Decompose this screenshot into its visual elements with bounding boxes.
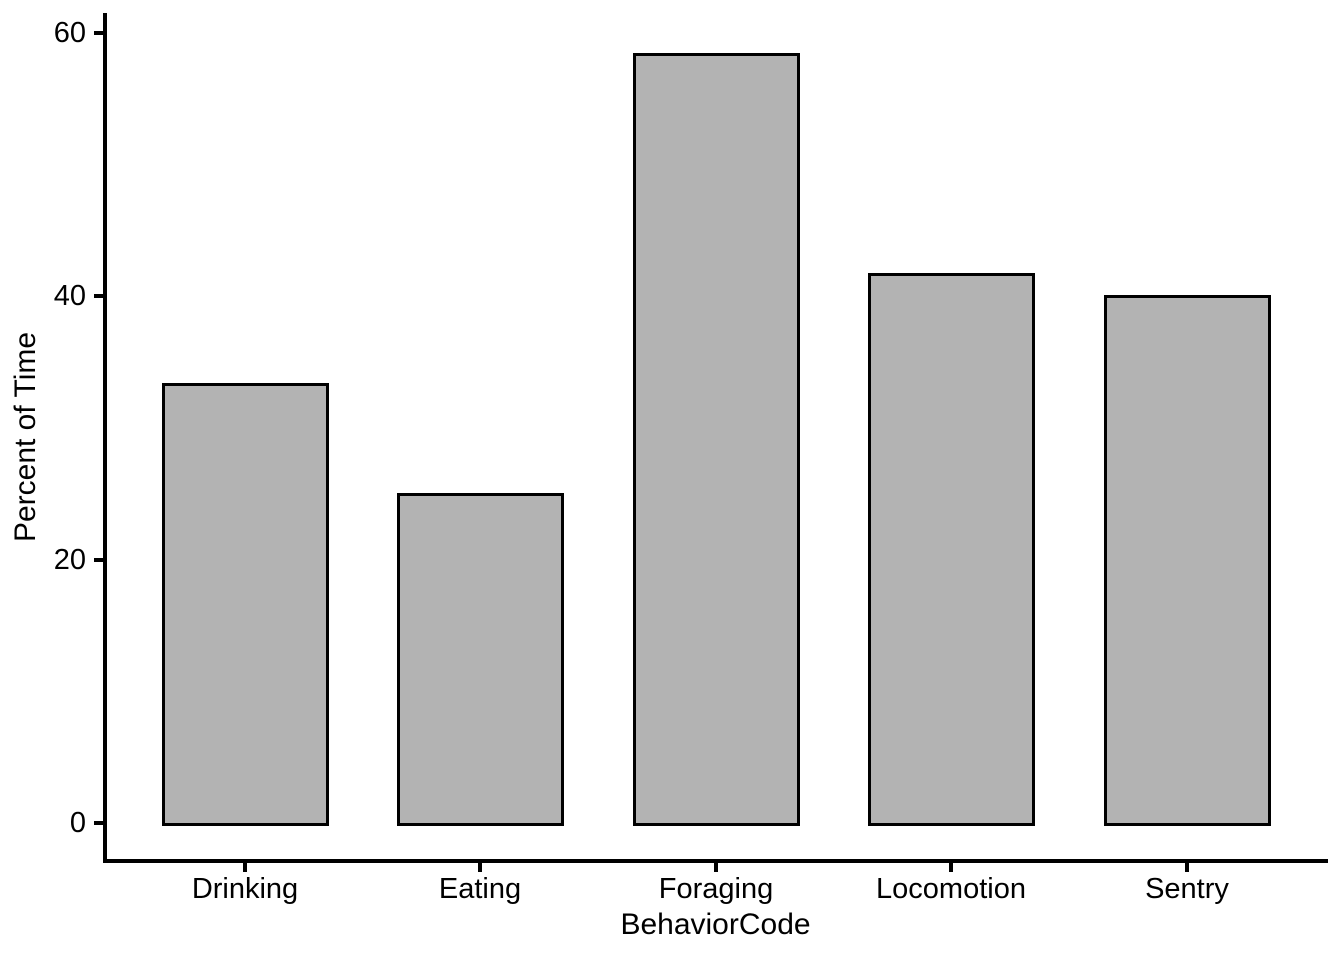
x-axis-title: BehaviorCode: [620, 908, 811, 941]
y-tick-0: [94, 821, 103, 825]
y-tick-label-0: 0: [69, 807, 86, 839]
bar-eating: [396, 492, 564, 826]
x-tick-eating: [478, 863, 482, 872]
bar-foraging: [632, 52, 800, 826]
x-tick-sentry: [1185, 863, 1189, 872]
x-axis-line: [103, 859, 1328, 863]
x-tick-label-foraging: Foraging: [658, 873, 774, 905]
x-tick-label-locomotion: Locomotion: [876, 873, 1026, 905]
y-tick-label-20: 20: [53, 543, 86, 576]
x-tick-drinking: [243, 863, 247, 872]
x-tick-label-eating: Eating: [438, 873, 522, 905]
y-axis-line: [103, 13, 107, 863]
bar-sentry: [1103, 295, 1271, 826]
x-tick-foraging: [714, 863, 718, 872]
bar-drinking: [161, 383, 329, 826]
y-tick-60: [94, 30, 103, 35]
y-tick-40: [94, 294, 103, 299]
y-tick-20: [94, 557, 103, 562]
y-tick-label-40: 40: [53, 280, 86, 313]
y-tick-label-60: 60: [53, 16, 86, 49]
y-axis-title: Percent of Time: [9, 331, 42, 543]
x-tick-locomotion: [949, 863, 953, 872]
x-tick-label-drinking: Drinking: [191, 873, 299, 905]
bar-locomotion: [867, 272, 1035, 826]
x-tick-label-sentry: Sentry: [1145, 873, 1229, 905]
